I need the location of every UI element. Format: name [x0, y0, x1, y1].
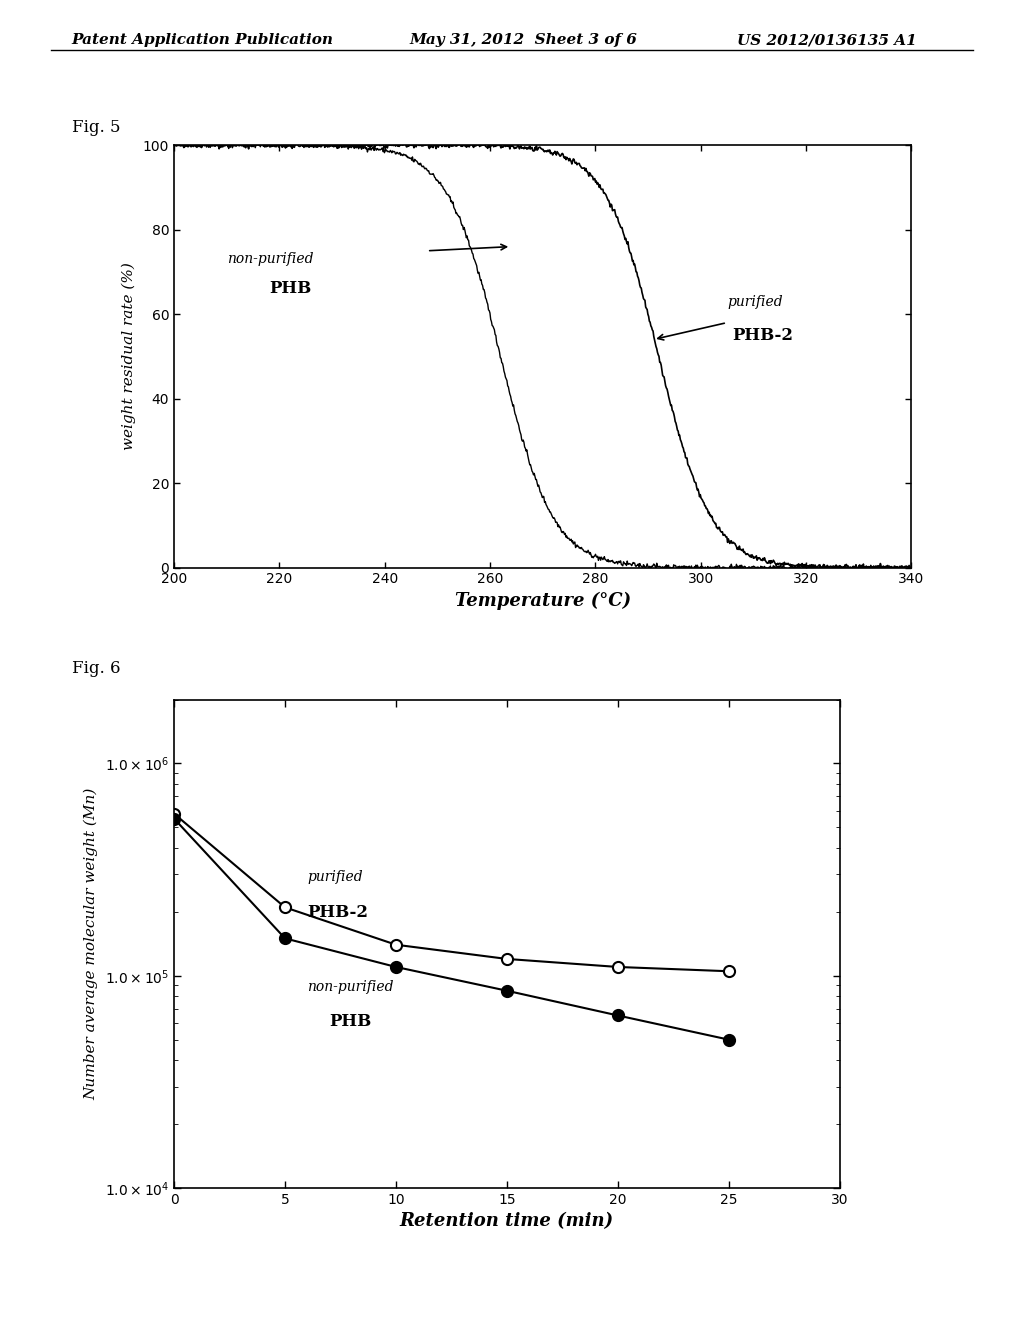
Text: non-purified: non-purified — [307, 979, 393, 994]
Text: Fig. 6: Fig. 6 — [72, 660, 120, 677]
Text: purified: purified — [727, 294, 782, 309]
Text: May 31, 2012  Sheet 3 of 6: May 31, 2012 Sheet 3 of 6 — [410, 33, 638, 48]
Text: non-purified: non-purified — [226, 252, 313, 267]
X-axis label: Retention time (min): Retention time (min) — [399, 1212, 614, 1230]
Text: PHB-2: PHB-2 — [307, 904, 369, 920]
Text: Patent Application Publication: Patent Application Publication — [72, 33, 334, 48]
Text: PHB: PHB — [330, 1012, 372, 1030]
X-axis label: Temperature (°C): Temperature (°C) — [455, 591, 631, 610]
Y-axis label: Number average molecular weight (Mn): Number average molecular weight (Mn) — [83, 788, 98, 1100]
Y-axis label: weight residual rate (%): weight residual rate (%) — [122, 263, 136, 450]
Text: Fig. 5: Fig. 5 — [72, 119, 120, 136]
Text: US 2012/0136135 A1: US 2012/0136135 A1 — [737, 33, 918, 48]
Text: PHB: PHB — [269, 280, 311, 297]
Text: purified: purified — [307, 870, 362, 884]
Text: PHB-2: PHB-2 — [732, 326, 794, 343]
